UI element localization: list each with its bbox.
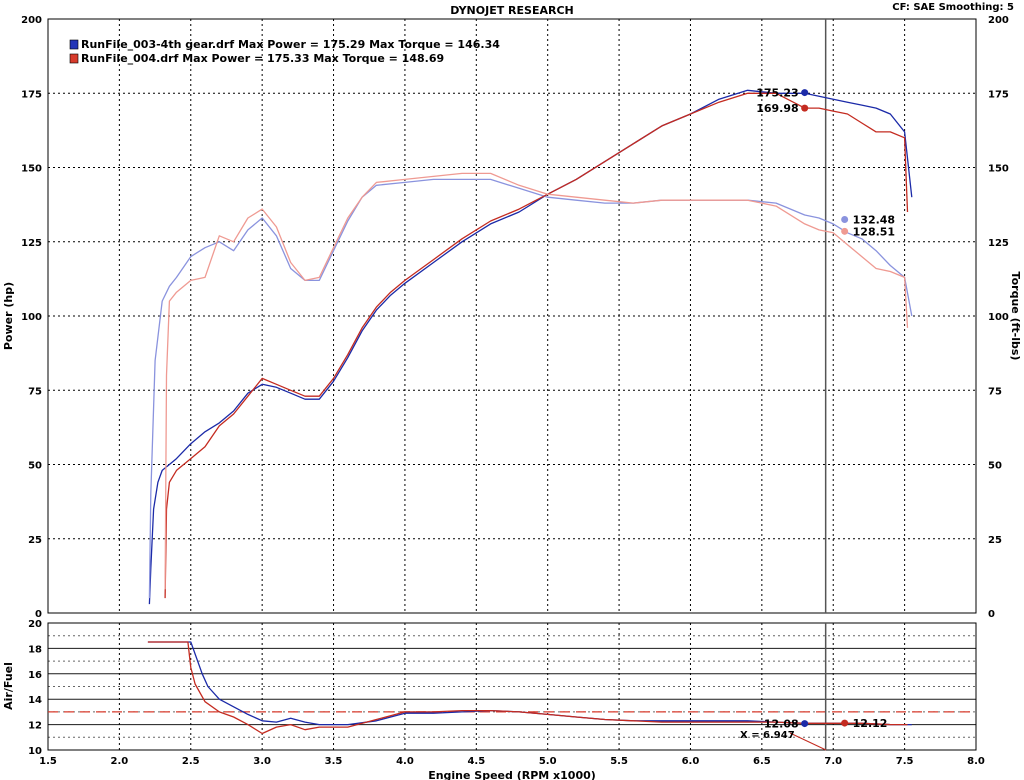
power-tick-label: 200 — [21, 15, 42, 26]
x-tick-label: 6.0 — [682, 756, 700, 767]
power-tick-label: 50 — [28, 461, 42, 472]
torque-tick-label: 50 — [988, 461, 1002, 472]
torque-axis-label: Torque (ft-lbs) — [1009, 272, 1022, 361]
value-label: 169.98 — [756, 102, 798, 115]
value-label: 12.12 — [853, 717, 888, 730]
x-axis-label: Engine Speed (RPM x1000) — [428, 769, 596, 780]
torque-tick-label: 0 — [988, 609, 995, 620]
cursor-pointer-line — [789, 732, 827, 751]
legend-entry: RunFile_004.drf Max Power = 175.33 Max T… — [81, 52, 444, 65]
airfuel-tick-label: 12 — [28, 721, 42, 732]
series-line-runfile-004-drf-air/fuel — [147, 641, 908, 735]
value-label: 175.23 — [756, 87, 798, 100]
chart-title: DYNOJET RESEARCH — [450, 4, 573, 17]
power-tick-label: 0 — [35, 609, 42, 620]
torque-tick-label: 75 — [988, 386, 1002, 397]
power-torque-plot: 0 25 50 75 100 125 150 175 200 0 25 50 75 100 125 150 17… — [21, 15, 1009, 620]
power-plot-frame — [47, 18, 977, 614]
torque-tick-label: 100 — [988, 312, 1009, 323]
x-tick-label: 4.5 — [467, 756, 485, 767]
value-marker — [841, 719, 849, 727]
torque-tick-label: 150 — [988, 164, 1009, 175]
legend-swatch — [69, 53, 79, 64]
series-line-runfile-003-4th-gear-drf-power — [148, 89, 913, 605]
airfuel-tick-label: 18 — [28, 644, 42, 655]
power-tick-label: 75 — [28, 386, 42, 397]
torque-tick-label: 175 — [988, 89, 1009, 100]
value-label: 132.48 — [853, 214, 895, 227]
airfuel-tick-label: 16 — [28, 670, 42, 681]
x-tick-label: 1.5 — [39, 756, 57, 767]
air-fuel-plot: 1.5 2.0 2.5 3.0 3.5 4.0 4.5 5.0 5.5 6.0 6.5 7.0 7.5 8… — [28, 619, 985, 767]
series-line-runfile-004-drf-torque — [164, 172, 909, 590]
value-marker — [841, 216, 849, 224]
power-tick-label: 100 — [21, 312, 42, 323]
x-tick-label: 2.0 — [111, 756, 129, 767]
airfuel-tick-label: 10 — [28, 746, 42, 757]
value-marker — [801, 720, 809, 728]
x-tick-label: 3.0 — [253, 756, 271, 767]
legend-swatch — [69, 39, 79, 50]
x-tick-label: 5.0 — [539, 756, 557, 767]
power-tick-label: 175 — [21, 89, 42, 100]
cursor-readout: X = 6.947 — [740, 730, 795, 741]
power-tick-label: 125 — [21, 238, 42, 249]
settings-readout: CF: SAE Smoothing: 5 — [892, 2, 1014, 13]
torque-tick-label: 125 — [988, 238, 1009, 249]
power-tick-label: 25 — [28, 535, 42, 546]
value-label: 128.51 — [853, 225, 895, 238]
airfuel-plot-frame — [47, 622, 977, 751]
value-marker — [801, 104, 809, 112]
x-tick-label: 3.5 — [325, 756, 343, 767]
x-tick-label: 5.5 — [610, 756, 628, 767]
torque-tick-label: 25 — [988, 535, 1002, 546]
airfuel-tick-label: 20 — [28, 619, 42, 630]
power-tick-label: 150 — [21, 164, 42, 175]
series-line-runfile-004-drf-power — [164, 92, 909, 599]
value-marker — [801, 89, 809, 97]
power-grid — [48, 19, 976, 613]
x-tick-label: 2.5 — [182, 756, 200, 767]
legend: RunFile_003-4th gear.drf Max Power = 175… — [69, 38, 500, 65]
airfuel-tick-label: 14 — [28, 695, 42, 706]
torque-tick-label: 200 — [988, 15, 1009, 26]
value-marker — [841, 227, 849, 235]
x-tick-label: 8.0 — [967, 756, 985, 767]
x-tick-label: 6.5 — [753, 756, 771, 767]
x-tick-label: 7.5 — [896, 756, 914, 767]
value-label: 12.08 — [764, 718, 799, 731]
x-tick-label: 4.0 — [396, 756, 414, 767]
series-line-runfile-003-4th-gear-drf-torque — [148, 178, 913, 599]
airfuel-axis-label: Air/Fuel — [2, 662, 15, 710]
legend-entry: RunFile_003-4th gear.drf Max Power = 175… — [81, 38, 500, 51]
x-tick-label: 7.0 — [824, 756, 842, 767]
power-axis-label: Power (hp) — [2, 282, 15, 350]
